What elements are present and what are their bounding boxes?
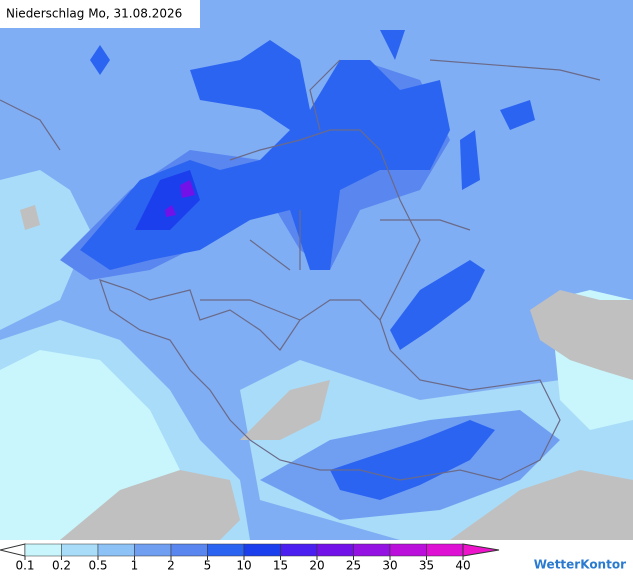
legend-swatch [426,543,464,557]
legend-tick-label: 10 [236,559,251,573]
legend-swatch [170,543,208,557]
legend-swatch [353,543,391,557]
legend-tick-label: 20 [309,559,324,573]
legend-swatch [243,543,281,557]
no-data-area [60,470,240,540]
legend-swatch [24,543,62,557]
legend-tick-label: 30 [382,559,397,573]
legend-tick-label: 35 [419,559,434,573]
country-border [99,279,561,481]
rain-area [330,420,495,500]
rain-area [165,180,195,217]
map [0,0,633,540]
legend-tick-label: 40 [455,559,470,573]
brand: WetterKontor [534,558,626,572]
no-data-area [450,470,633,540]
region-border [0,59,601,321]
legend-tick-label: 5 [204,559,212,573]
legend-swatch [389,543,427,557]
legend-swatch [97,543,135,557]
legend-swatch [207,543,245,557]
title-box [0,0,200,28]
legend-swatch [61,543,99,557]
legend-tick-label: 25 [346,559,361,573]
no-data-area [240,380,330,440]
map-title: Niederschlag Mo, 31.08.2026 [6,7,182,21]
legend-tick-label: 0.1 [15,559,34,573]
legend-swatch [134,543,172,557]
no-data-area [530,290,633,380]
legend: 0.1 0.2 0.5 1 2 5 10 15 20 25 30 35 40 [0,543,500,573]
no-data-area [20,205,40,230]
legend-tick-label: 0.2 [52,559,71,573]
legend-over [462,543,500,557]
legend-tick-label: 1 [131,559,139,573]
legend-tick-label: 15 [273,559,288,573]
legend-tick-label: 2 [167,559,175,573]
legend-tick-label: 0.5 [88,559,107,573]
legend-swatch [316,543,354,557]
legend-under [0,543,26,557]
legend-swatch [280,543,318,557]
rain-area [390,260,485,350]
